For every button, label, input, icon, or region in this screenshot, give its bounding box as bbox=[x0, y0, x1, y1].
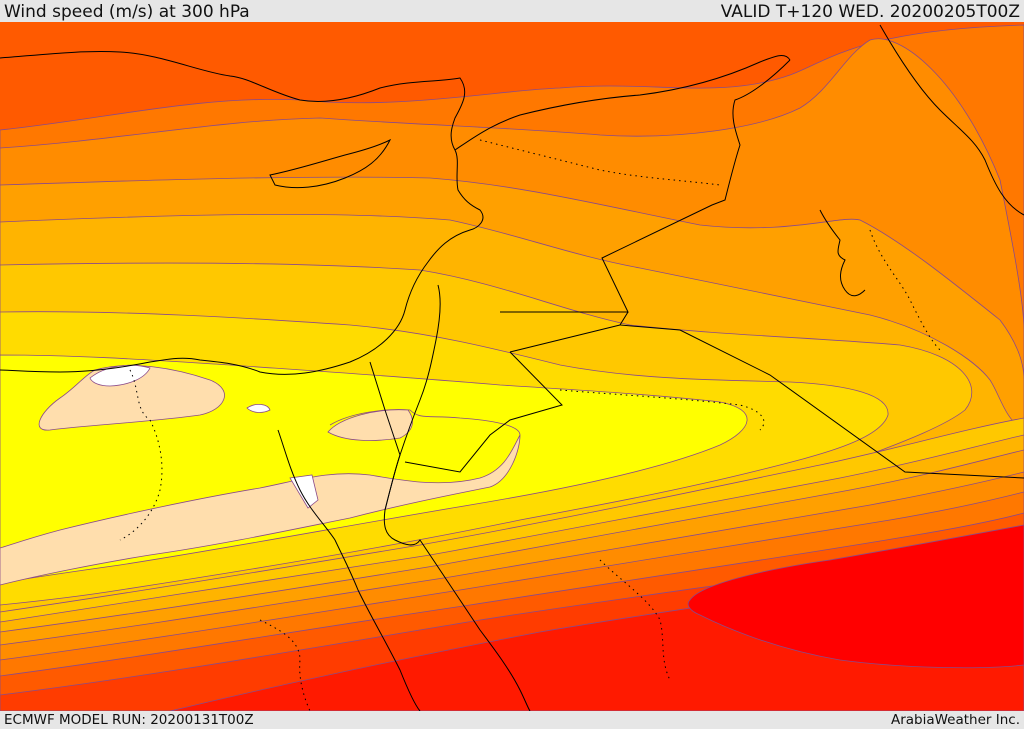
calm-patch-west bbox=[38, 365, 225, 431]
header-bar: Wind speed (m/s) at 300 hPa VALID T+120 … bbox=[0, 0, 1024, 22]
calm-patch-white-nile bbox=[246, 404, 271, 413]
footer-bar: ECMWF MODEL RUN: 20200131T00Z ArabiaWeat… bbox=[0, 711, 1024, 729]
borders bbox=[369, 59, 1024, 479]
band-core-max bbox=[687, 524, 1024, 669]
model-run: ECMWF MODEL RUN: 20200131T00Z bbox=[4, 712, 254, 728]
calm-patch-sinai bbox=[0, 409, 521, 586]
coastlines bbox=[0, 24, 1024, 711]
valid-time: VALID T+120 WED. 20200205T00Z bbox=[720, 2, 1020, 22]
wind-speed-map bbox=[0, 22, 1024, 711]
province-boundaries bbox=[119, 139, 941, 711]
calm-patch-sinai-inner bbox=[327, 409, 413, 441]
calm-patch-white-west bbox=[89, 364, 151, 387]
map-title: Wind speed (m/s) at 300 hPa bbox=[4, 2, 250, 22]
credit: ArabiaWeather Inc. bbox=[890, 712, 1020, 728]
